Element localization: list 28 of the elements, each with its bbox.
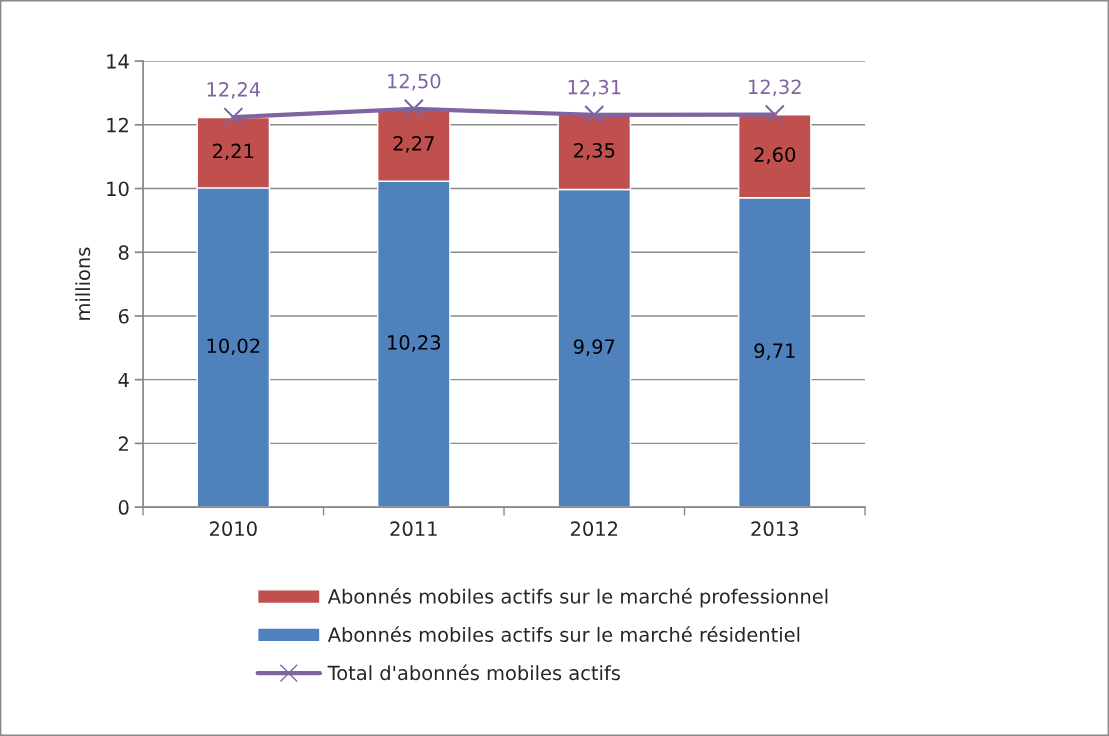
data-label: 12,24 [207, 82, 261, 99]
y-tick-label: 2 [118, 436, 128, 451]
x-tick-label: 2011 [390, 521, 437, 537]
y-axis-title: millions [75, 247, 91, 320]
x-tick-label: 2010 [209, 521, 257, 537]
data-label: 2,35 [574, 142, 615, 160]
legend-label: Total d'abonnés mobiles actifs [327, 664, 620, 681]
data-label: 2,60 [754, 147, 796, 164]
y-tick-label: 14 [107, 54, 129, 69]
data-label: 12,50 [388, 73, 441, 91]
data-label: 10,23 [388, 335, 441, 352]
y-tick-label: 6 [118, 308, 129, 324]
legend-label: Abonnés mobiles actifs sur le marché professionnel [327, 587, 828, 608]
x-tick-label: 2013 [751, 521, 798, 537]
y-tick-label: 0 [118, 500, 129, 515]
data-label: 10,02 [207, 338, 260, 356]
data-label: 2,21 [213, 143, 254, 161]
data-label: 9,97 [573, 339, 615, 356]
legend-label: Abonnés mobiles actifs sur le marché résidentiel [327, 626, 800, 642]
y-tick-label: 8 [118, 245, 129, 260]
y-tick-label: 10 [107, 181, 129, 197]
data-label: 9,71 [754, 343, 795, 361]
data-label: 12,31 [568, 79, 621, 97]
x-tick-label: 2012 [570, 521, 618, 537]
data-label: 2,27 [393, 135, 434, 153]
y-tick-label: 4 [118, 372, 129, 388]
data-label: 12,32 [749, 79, 801, 97]
y-tick-label: 12 [107, 117, 128, 133]
